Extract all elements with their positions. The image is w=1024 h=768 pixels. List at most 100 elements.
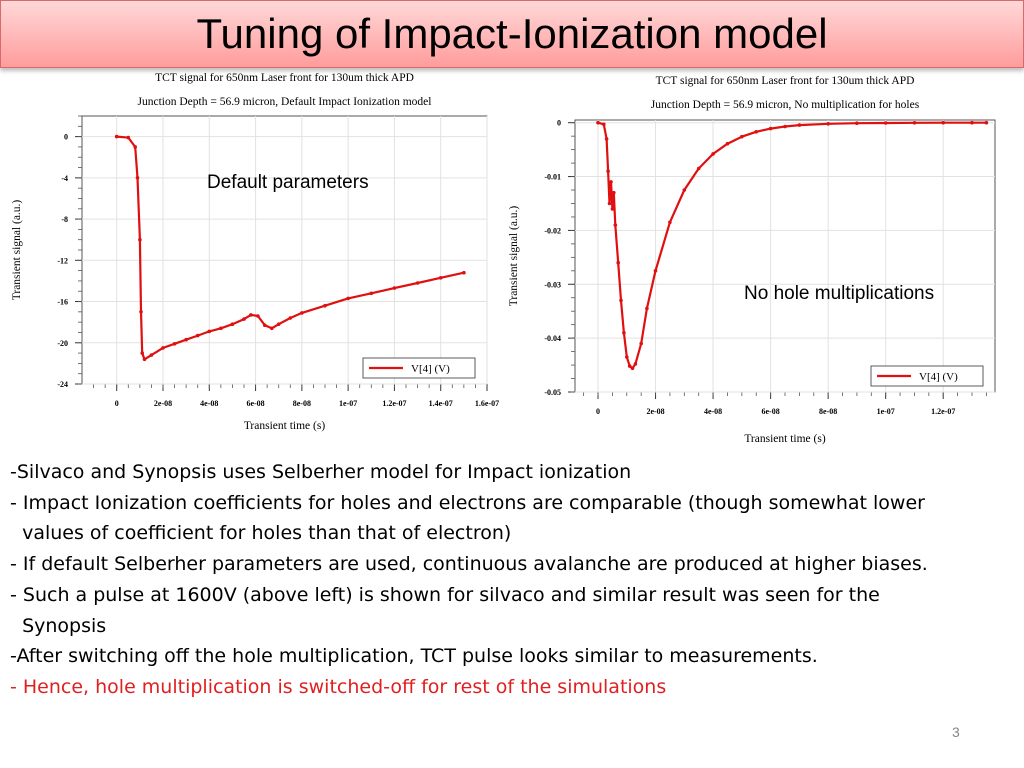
x-tick-label: 0 [596,407,600,416]
legend-box [870,365,984,387]
data-point [912,121,917,125]
annotation-default-parameters: Default parameters [207,172,369,193]
data-point [369,291,374,296]
body-line-text: - Hence, hole multiplication is switched… [10,675,667,698]
body-line: -After switching off the hole multiplica… [10,641,1015,672]
data-point [276,322,281,326]
data-point [114,134,119,139]
page-number: 3 [952,724,960,740]
data-point [607,201,612,206]
body-line-text: -Silvaco and Synopsis uses Selberher mod… [10,461,632,483]
data-point [149,353,154,357]
data-point [300,311,304,315]
data-point [639,341,643,346]
y-tick-label: 0 [557,119,561,128]
body-line-text: - Impact Ionization coefficients for hol… [10,491,925,514]
x-tick-label: 4e-08 [200,399,218,408]
x-tick-label: 8e-08 [293,399,311,408]
data-point [783,124,787,129]
data-point [645,306,649,311]
data-point [633,362,638,366]
chart-default-parameters: TCT signal for 650nm Laser front for 130… [11,72,499,432]
body-line: Synopsis [10,611,1015,642]
body-line: -Silvaco and Synopsis uses Selberher mod… [10,457,1015,488]
data-point [970,120,974,125]
body-text: -Silvaco and Synopsis uses Selberher mod… [10,457,1015,703]
slide-title-bar: Tuning of Impact-Ionization model [0,0,1024,68]
x-tick-label: 6e-08 [762,407,780,416]
data-point [610,207,615,211]
data-point [230,322,235,326]
data-point [256,314,260,318]
body-line-text: - Such a pulse at 1600V (above left) is … [10,583,880,606]
data-point [249,313,253,317]
data-point [604,137,609,141]
y-tick-label: -20 [57,339,68,348]
data-point [270,326,274,331]
data-point [596,120,600,125]
data-point [740,134,744,139]
chart-title: TCT signal for 650nm Laser front for 130… [656,75,915,87]
chart-subtitle: Junction Depth = 56.9 micron, Default Im… [138,96,432,108]
data-point [602,122,606,127]
y-tick-label: -0.01 [544,173,561,182]
data-point [941,120,945,125]
data-point [797,123,802,127]
x-tick-label: 4e-08 [704,407,722,416]
data-point [619,298,623,303]
data-point [630,366,635,371]
data-point [288,316,293,320]
data-point [133,145,137,149]
x-tick-label: 1.2e-07 [931,407,955,416]
chart-title: TCT signal for 650nm Laser front for 130… [155,72,414,84]
x-tick-label: 0 [115,399,119,408]
data-point [613,223,618,227]
body-line-text: values of coefficient for holes than tha… [10,522,512,545]
body-line-text: - If default Selberher parameters are us… [10,553,928,576]
x-tick-label: 1.2e-07 [382,399,406,408]
data-point [612,190,616,195]
data-point [242,317,246,321]
data-point [323,303,327,308]
data-point [263,323,267,327]
data-point [184,337,188,342]
legend-label: V[4] (V) [919,371,958,383]
body-line-text: -After switching off the hole multiplica… [10,645,818,668]
data-point [696,166,701,171]
y-tick-label: -12 [57,256,68,265]
plot-frame [81,115,488,385]
y-tick-label: -0.03 [544,280,561,289]
x-tick-label: 2e-08 [646,407,664,416]
data-point [140,351,144,355]
data-point [627,364,632,368]
data-point [126,135,131,140]
data-point [616,260,620,265]
data-point [142,357,147,362]
data-point [609,180,613,184]
data-point [415,281,420,285]
data-point [438,276,443,280]
body-line: - Impact Ionization coefficients for hol… [10,488,1015,519]
data-point [883,121,888,125]
x-tick-label: 6e-08 [246,399,264,408]
body-line: - Such a pulse at 1600V (above left) is … [10,580,1015,611]
data-point [711,152,715,156]
y-tick-label: -16 [57,298,68,307]
y-axis-label: Transient signal (a.u.) [508,206,520,307]
data-point [625,355,629,359]
data-point [135,176,140,180]
series-line [597,121,987,370]
data-point [462,270,466,275]
x-tick-label: 1.6e-07 [475,399,499,408]
data-point [346,296,350,301]
x-tick-label: 1e-07 [339,399,357,408]
legend-box [362,357,476,379]
annotation-no-hole-multiplications: No hole multiplications [744,283,935,304]
x-tick-label: 1.4e-07 [429,399,453,408]
body-line: - If default Selberher parameters are us… [10,549,1015,580]
y-tick-label: -0.05 [544,388,561,397]
legend-label: V[4] (V) [411,363,450,375]
data-point [172,342,177,346]
data-point [161,346,165,350]
body-line-text: Synopsis [10,614,107,637]
